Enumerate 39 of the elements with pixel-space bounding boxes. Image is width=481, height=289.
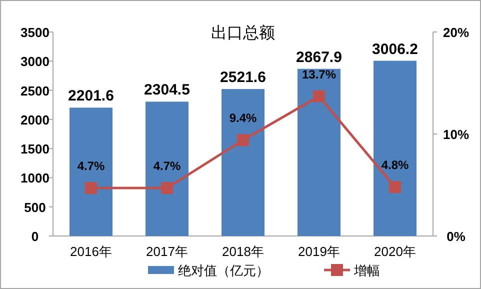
y2-tick-label: 20% — [442, 25, 470, 40]
data-label: 13.7% — [302, 67, 336, 82]
data-label: 4.7% — [77, 159, 105, 174]
data-label: 2867.9 — [296, 48, 342, 66]
y-tick-label: 0 — [31, 229, 39, 244]
legend-label: 增幅 — [353, 263, 380, 278]
bar — [222, 89, 264, 236]
y-tick-label: 3500 — [20, 25, 50, 40]
x-tick-label: 2016年 — [70, 244, 112, 259]
y-tick-label: 500 — [24, 200, 46, 215]
legend-label: 绝对值（亿元） — [178, 263, 269, 278]
data-label: 2521.6 — [220, 69, 266, 86]
data-label: 2201.6 — [68, 88, 114, 105]
x-tick-label: 2018年 — [222, 244, 264, 259]
x-tick-label: 2017年 — [146, 244, 188, 259]
data-label: 3006.2 — [372, 40, 418, 58]
bar — [374, 60, 416, 236]
chart-title: 出口总额 — [211, 24, 275, 42]
y2-tick-label: 0% — [446, 229, 466, 244]
y-tick-label: 1500 — [20, 142, 50, 157]
data-label: 9.4% — [229, 111, 257, 126]
y-tick-label: 3000 — [20, 54, 50, 70]
y2-tick-label: 10% — [442, 127, 470, 142]
y-tick-label: 2000 — [20, 112, 50, 128]
data-label: 4.7% — [153, 159, 181, 174]
bar — [298, 68, 340, 236]
bar — [70, 108, 112, 236]
data-label: 2304.5 — [144, 82, 190, 99]
point — [237, 134, 249, 146]
x-tick-label: 2020年 — [374, 244, 416, 259]
bar — [146, 102, 188, 236]
point — [389, 181, 401, 194]
x-tick-label: 2019年 — [298, 244, 340, 259]
point — [85, 182, 97, 194]
point — [313, 90, 325, 102]
data-label: 4.8% — [381, 158, 409, 172]
y-tick-label: 2500 — [20, 83, 50, 98]
y-tick-label: 1000 — [20, 170, 50, 186]
point — [161, 182, 173, 194]
